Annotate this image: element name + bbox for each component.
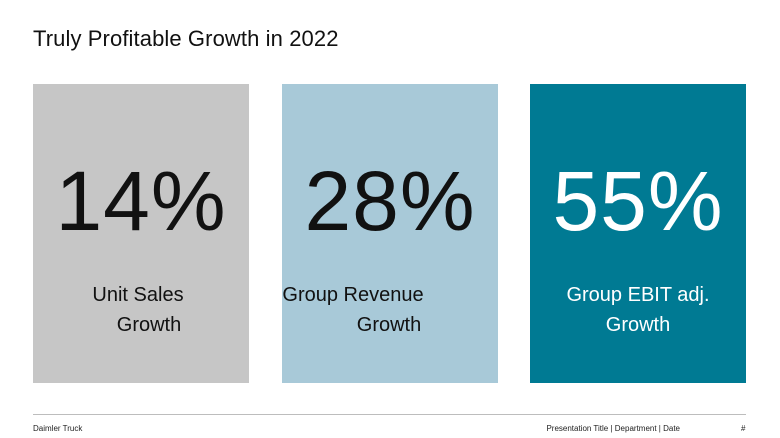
metric-label: Unit Sales Growth (33, 280, 249, 340)
metric-label-line2: Growth (605, 314, 671, 336)
metric-label: Group Revenue Growth (282, 280, 498, 340)
footer-company: Daimler Truck (33, 424, 83, 433)
metric-value: 28% (304, 154, 476, 248)
footer-meta: Presentation Title | Department | Date (546, 424, 680, 433)
metric-label-line1: Group EBIT adj. (566, 284, 710, 306)
metric-card-group-revenue: 28% Group Revenue Growth (282, 84, 498, 383)
metric-value: 55% (552, 154, 724, 248)
metric-card-unit-sales: 14% Unit Sales Growth (33, 84, 249, 383)
metric-label-line2: Growth (116, 314, 182, 336)
metric-value: 14% (55, 154, 227, 248)
footer-divider (33, 414, 746, 415)
slide-title: Truly Profitable Growth in 2022 (33, 26, 339, 51)
metric-label: Group EBIT adj. Growth (530, 280, 746, 340)
metric-card-group-ebit: 55% Group EBIT adj. Growth (530, 84, 746, 383)
footer-page-number: # (741, 424, 746, 433)
metric-label-line1: Group Revenue (282, 284, 424, 306)
metric-label-line1: Unit Sales (92, 284, 184, 306)
metric-label-line2: Growth (356, 314, 422, 336)
